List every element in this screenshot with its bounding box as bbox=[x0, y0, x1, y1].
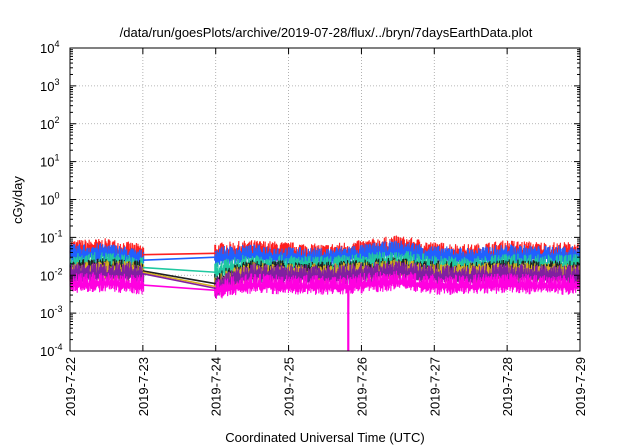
y-tick-label: 100 bbox=[40, 191, 59, 208]
series-6-band bbox=[69, 270, 581, 313]
series-1-gap-line bbox=[142, 256, 216, 261]
x-tick-label: 2019-7-29 bbox=[573, 357, 588, 416]
y-tick-label: 103 bbox=[40, 77, 59, 94]
series-2-gap-line bbox=[142, 266, 216, 274]
y-tick-label: 10-2 bbox=[40, 266, 62, 283]
series-4-gap-line bbox=[142, 271, 216, 288]
x-tick-label: 2019-7-22 bbox=[63, 357, 78, 416]
y-axis-label: cGy/day bbox=[10, 176, 25, 224]
series-3-gap-line bbox=[142, 270, 216, 285]
y-tick-label: 10-4 bbox=[40, 342, 62, 359]
y-tick-label: 102 bbox=[40, 115, 59, 132]
series-6-gap-line bbox=[142, 284, 216, 292]
x-tick-label: 2019-7-25 bbox=[282, 357, 297, 416]
data-bands bbox=[69, 235, 581, 313]
series-0-gap-line bbox=[142, 252, 216, 256]
x-tick-label: 2019-7-24 bbox=[209, 357, 224, 416]
chart-title: /data/run/goesPlots/archive/2019-07-28/f… bbox=[120, 25, 533, 40]
x-tick-labels: 2019-7-22 2019-7-23 2019-7-24 2019-7-25 2019… bbox=[63, 357, 588, 416]
series-lines bbox=[142, 252, 350, 351]
series-5-gap-line bbox=[142, 272, 216, 290]
y-tick-labels: 10-4 10-3 10-2 10-1 100 101 102 103 104 bbox=[40, 39, 62, 359]
y-tick-label: 104 bbox=[40, 39, 59, 56]
y-tick-label: 101 bbox=[40, 153, 59, 170]
grid-lines bbox=[70, 48, 580, 351]
x-tick-label: 2019-7-27 bbox=[427, 357, 442, 416]
x-tick-label: 2019-7-23 bbox=[136, 357, 151, 416]
x-tick-label: 2019-7-26 bbox=[354, 357, 369, 416]
tick-marks bbox=[69, 47, 581, 352]
y-tick-label: 10-3 bbox=[40, 304, 62, 321]
x-tick-label: 2019-7-28 bbox=[500, 357, 515, 416]
y-tick-label: 10-1 bbox=[40, 228, 62, 245]
x-axis-label: Coordinated Universal Time (UTC) bbox=[225, 430, 424, 445]
